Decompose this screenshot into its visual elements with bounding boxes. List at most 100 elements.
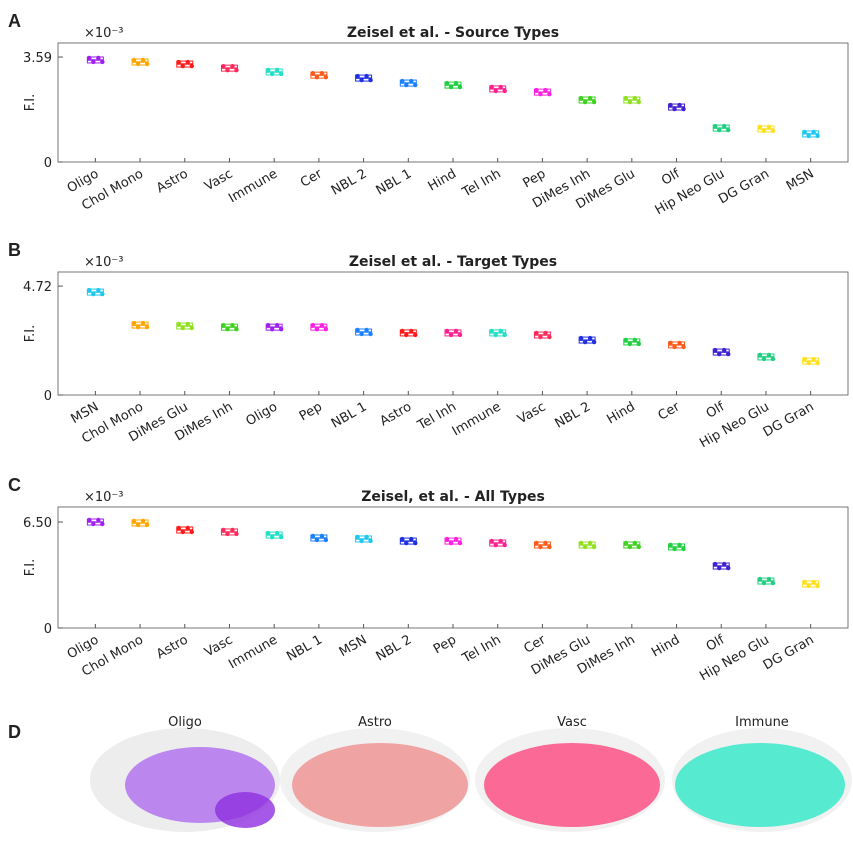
x-tick-label: NBL 2	[374, 632, 415, 664]
brain-images	[90, 728, 852, 832]
y-multiplier: ×10⁻³	[84, 26, 124, 41]
point	[538, 334, 543, 340]
point	[180, 63, 185, 69]
x-tick-label: NBL 1	[284, 632, 325, 664]
point	[726, 127, 731, 133]
x-tick-label: NBL 1	[374, 166, 415, 198]
point	[668, 542, 673, 548]
point	[806, 360, 811, 366]
point	[534, 87, 539, 93]
point	[140, 518, 146, 524]
y-axis-label: F.I.	[23, 559, 38, 577]
point	[221, 527, 226, 533]
x-tick-label: NBL 1	[329, 399, 370, 431]
point	[189, 529, 194, 535]
point	[717, 127, 722, 133]
point	[726, 351, 731, 357]
x-tick-label: Immune	[450, 399, 504, 439]
x-tick-label: Astro	[154, 632, 191, 662]
x-tick-label: Cer	[298, 166, 325, 191]
point	[176, 525, 181, 531]
point	[368, 77, 373, 83]
point	[806, 583, 811, 589]
point	[757, 124, 763, 130]
point	[274, 530, 280, 536]
point	[131, 57, 137, 63]
point	[131, 320, 137, 326]
chart: A Zeisel et al. - Source Types ×10⁻³ F.I. 0 3…	[8, 11, 849, 218]
y-tick-label: 4.72	[23, 280, 52, 295]
x-tick-label: MSN	[337, 632, 370, 660]
point	[636, 544, 642, 550]
point	[278, 71, 284, 77]
point	[811, 129, 816, 135]
point	[457, 84, 463, 90]
chart: C Zeisel, et al. - All Types ×10⁻³ F.I. 0 6.5…	[8, 475, 849, 684]
chart-title: Zeisel et al. - Source Types	[347, 25, 559, 41]
panel-label: A	[8, 11, 21, 31]
point	[364, 327, 369, 333]
point	[444, 80, 450, 86]
point	[502, 542, 507, 548]
point	[185, 59, 190, 65]
point	[359, 538, 364, 544]
point	[632, 540, 638, 546]
y-multiplier: ×10⁻³	[84, 490, 124, 505]
x-tick-label: DG Gran	[761, 399, 817, 440]
x-tick-label: Olf	[659, 166, 683, 188]
point	[269, 534, 275, 540]
x-tick-label: DG Gran	[761, 632, 817, 673]
point	[364, 73, 369, 79]
x-tick-label: Astro	[154, 166, 191, 196]
point	[135, 324, 141, 330]
point	[547, 91, 552, 97]
x-tick-label: Immune	[226, 632, 280, 672]
point	[368, 331, 373, 337]
point	[717, 351, 722, 357]
point	[677, 102, 682, 108]
point	[761, 128, 767, 134]
point	[185, 321, 190, 327]
point	[582, 99, 588, 105]
x-tick-label: NBL 2	[552, 399, 593, 431]
point	[502, 88, 507, 94]
point	[87, 55, 92, 61]
y-tick-label: 0	[44, 156, 52, 171]
point	[802, 579, 807, 585]
point	[547, 334, 552, 340]
x-tick-label: Pep	[431, 632, 459, 657]
point	[234, 67, 239, 73]
point	[230, 527, 235, 533]
brain-title: Astro	[358, 715, 392, 730]
brain-oligo	[90, 728, 280, 832]
y-tick-label: 0	[44, 622, 52, 637]
x-tick-label: Hind	[649, 632, 682, 660]
point	[457, 332, 463, 338]
point	[368, 538, 373, 544]
point	[766, 352, 772, 358]
point	[757, 352, 763, 358]
point	[323, 537, 329, 543]
point	[668, 102, 673, 108]
point	[140, 320, 146, 326]
point	[269, 326, 275, 332]
point	[359, 77, 364, 83]
point	[140, 57, 146, 63]
point	[131, 518, 137, 524]
point	[453, 80, 459, 86]
panel-label: B	[8, 240, 21, 260]
point	[96, 287, 101, 293]
point	[87, 287, 92, 293]
point	[409, 328, 414, 334]
point	[770, 356, 776, 362]
point	[770, 580, 776, 586]
point	[323, 74, 329, 80]
x-tick-label: DG Gran	[716, 166, 772, 207]
point	[623, 337, 629, 343]
point	[100, 59, 105, 65]
point	[265, 67, 271, 73]
point	[413, 540, 418, 546]
point	[189, 63, 194, 69]
point	[582, 544, 588, 550]
